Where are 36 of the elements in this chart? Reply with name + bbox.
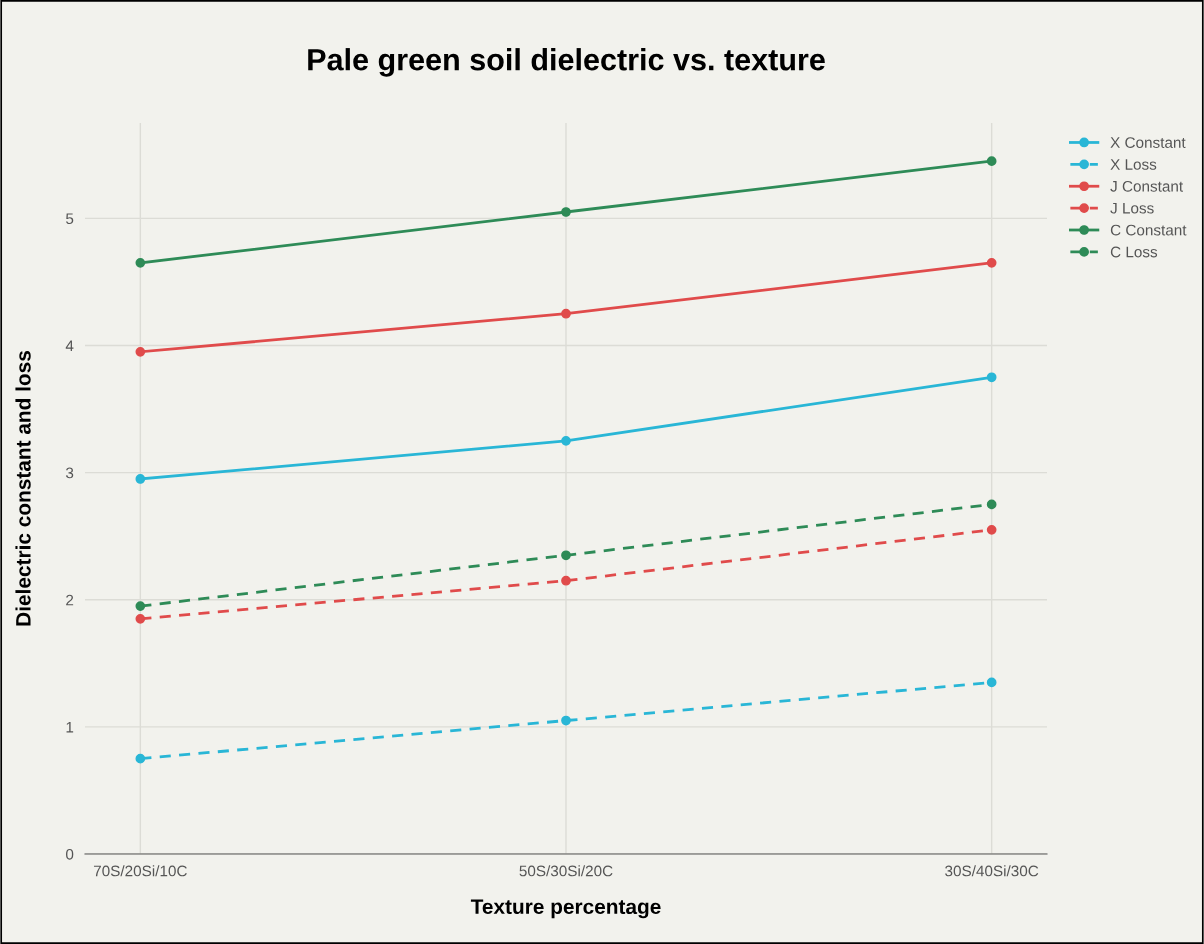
point: [561, 435, 571, 446]
x-tick-label: 30S/40Si/30C: [945, 865, 1039, 877]
y-tick-label: 0: [65, 848, 74, 860]
point: [561, 550, 571, 561]
point: [135, 753, 146, 764]
x-tick-label: 50S/30Si/20C: [519, 865, 613, 877]
point: [986, 677, 997, 688]
point: [135, 601, 146, 611]
point: [561, 575, 571, 586]
point: [986, 499, 997, 510]
legend-label: X Loss: [1110, 159, 1157, 170]
point: [135, 346, 146, 357]
legend-label: J Loss: [1110, 202, 1154, 214]
legend-label: X Constant: [1110, 137, 1186, 148]
point: [986, 257, 997, 268]
x-axis-title: Texture percentage: [470, 899, 661, 919]
y-tick-label: 3: [65, 467, 74, 479]
y-axis-title: Dielectric constant and loss: [15, 351, 31, 626]
point: [986, 156, 997, 167]
legend-label: C Loss: [1110, 246, 1158, 258]
legend-label: J Constant: [1110, 180, 1184, 192]
legend-label: C Constant: [1110, 224, 1187, 236]
point: [986, 524, 997, 535]
point: [135, 613, 146, 624]
x-tick-label: 70S/20Si/10C: [93, 865, 187, 877]
point: [561, 207, 571, 217]
y-tick-label: 2: [66, 594, 74, 606]
point: [561, 308, 571, 319]
point: [135, 474, 146, 484]
y-tick-label: 5: [66, 213, 74, 225]
chart-title: Pale green soil dielectric vs. texture: [308, 48, 825, 77]
y-tick-label: 1: [66, 721, 74, 733]
y-tick-label: 4: [65, 340, 74, 352]
point: [986, 372, 997, 383]
point: [561, 715, 571, 726]
point: [135, 257, 146, 268]
